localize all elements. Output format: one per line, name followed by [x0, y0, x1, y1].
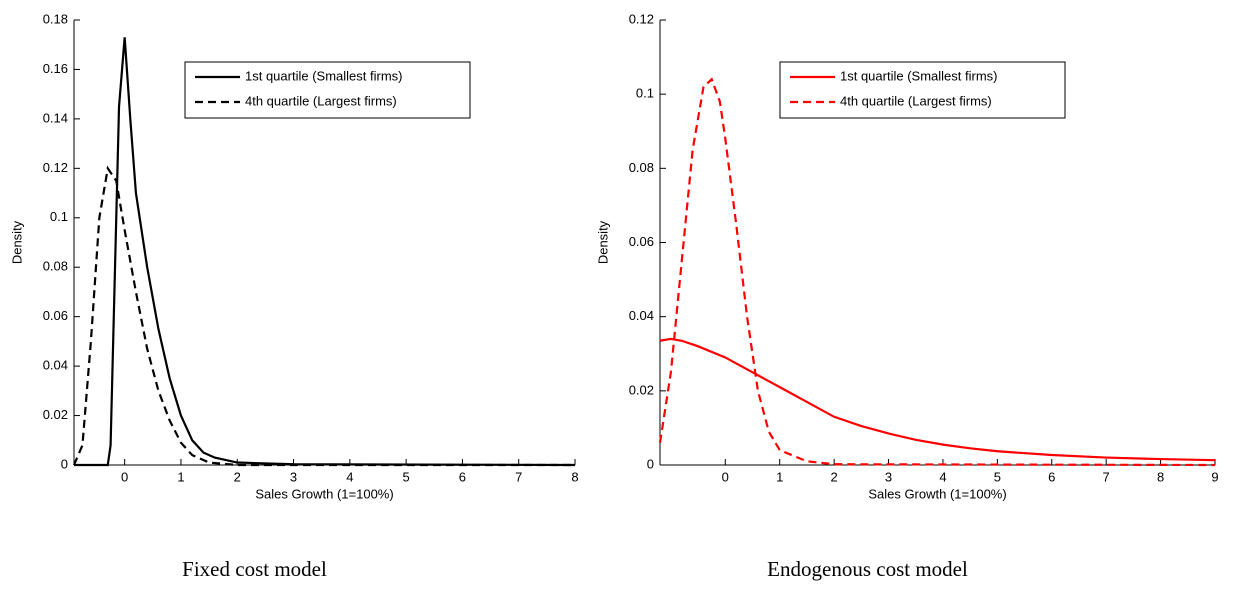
x-axis-label: Sales Growth (1=100%) [868, 486, 1006, 501]
x-tick-label: 4 [346, 469, 353, 484]
x-tick-label: 7 [1103, 469, 1110, 484]
legend-label: 4th quartile (Largest firms) [245, 93, 397, 108]
y-tick-label: 0.18 [43, 11, 68, 26]
x-tick-label: 6 [459, 469, 466, 484]
x-tick-label: 3 [885, 469, 892, 484]
y-tick-label: 0.02 [43, 407, 68, 422]
y-tick-label: 0.14 [43, 110, 68, 125]
x-tick-label: 0 [722, 469, 729, 484]
x-tick-label: 4 [939, 469, 946, 484]
y-tick-label: 0.12 [43, 160, 68, 175]
x-tick-label: 2 [831, 469, 838, 484]
x-tick-label: 0 [121, 469, 128, 484]
caption: Fixed cost model [182, 557, 327, 581]
x-tick-label: 3 [290, 469, 297, 484]
legend-label: 4th quartile (Largest firms) [840, 93, 992, 108]
x-tick-label: 1 [776, 469, 783, 484]
legend-box [779, 61, 1066, 119]
legend-box [184, 61, 471, 119]
legend-label: 1st quartile (Smallest firms) [245, 68, 402, 83]
caption: Endogenous cost model [767, 557, 968, 581]
x-axis-label: Sales Growth (1=100%) [255, 486, 393, 501]
y-tick-label: 0.06 [629, 234, 654, 249]
x-tick-label: 9 [1211, 469, 1218, 484]
x-tick-label: 5 [403, 469, 410, 484]
y-tick-label: 0.08 [43, 259, 68, 274]
x-tick-label: 7 [515, 469, 522, 484]
y-tick-label: 0 [647, 456, 654, 471]
y-tick-label: 0.1 [50, 209, 68, 224]
y-tick-label: 0.08 [629, 160, 654, 175]
x-tick-label: 8 [571, 469, 578, 484]
series-line [74, 37, 576, 467]
x-tick-label: 6 [1048, 469, 1055, 484]
y-tick-label: 0.02 [629, 382, 654, 397]
y-tick-label: 0.1 [636, 86, 654, 101]
y-tick-label: 0 [61, 456, 68, 471]
x-tick-label: 8 [1157, 469, 1164, 484]
x-tick-label: 1 [177, 469, 184, 484]
y-axis-label: Density [9, 220, 24, 264]
x-tick-label: 2 [234, 469, 241, 484]
y-tick-label: 0.04 [43, 358, 68, 373]
y-tick-label: 0.12 [629, 11, 654, 26]
y-tick-label: 0.04 [629, 308, 654, 323]
y-tick-label: 0.16 [43, 61, 68, 76]
series-line [659, 337, 1216, 462]
series-line [72, 165, 575, 467]
series-line [658, 77, 1216, 467]
x-tick-label: 5 [994, 469, 1001, 484]
legend-label: 1st quartile (Smallest firms) [840, 68, 997, 83]
y-tick-label: 0.06 [43, 308, 68, 323]
y-axis-label: Density [595, 220, 610, 264]
